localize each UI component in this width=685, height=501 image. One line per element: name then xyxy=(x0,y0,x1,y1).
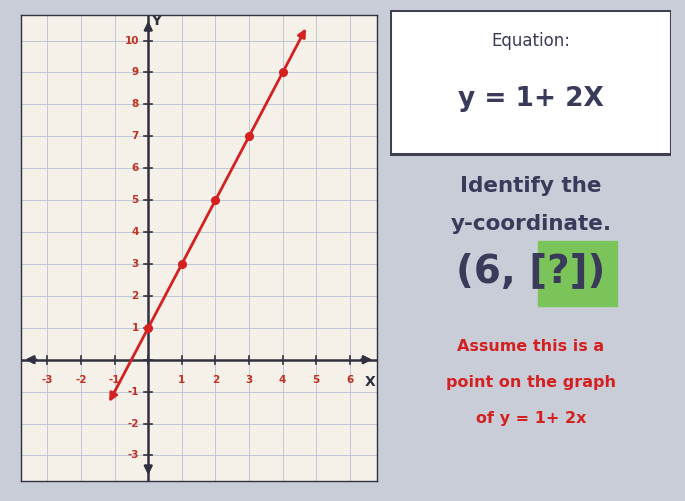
Text: Identify the: Identify the xyxy=(460,175,601,195)
Text: of y = 1+ 2x: of y = 1+ 2x xyxy=(475,411,586,426)
Text: 5: 5 xyxy=(132,195,139,205)
Text: Y: Y xyxy=(151,15,162,29)
Text: Equation:: Equation: xyxy=(491,32,571,50)
Text: 5: 5 xyxy=(312,375,320,385)
Text: 8: 8 xyxy=(132,99,139,109)
Text: Assume this is a: Assume this is a xyxy=(458,339,604,354)
Text: 4: 4 xyxy=(132,227,139,237)
Text: -2: -2 xyxy=(127,418,139,428)
Text: 1: 1 xyxy=(132,323,139,333)
FancyBboxPatch shape xyxy=(390,10,671,154)
Text: -3: -3 xyxy=(127,450,139,460)
Text: X: X xyxy=(364,375,375,389)
Text: 6: 6 xyxy=(132,163,139,173)
Text: point on the graph: point on the graph xyxy=(446,375,616,390)
Text: (6, [?]): (6, [?]) xyxy=(456,253,606,291)
Text: y-coordinate.: y-coordinate. xyxy=(450,214,612,234)
Text: 3: 3 xyxy=(245,375,253,385)
Text: 10: 10 xyxy=(125,36,139,46)
Text: 6: 6 xyxy=(346,375,353,385)
Text: y = 1+ 2X: y = 1+ 2X xyxy=(458,86,603,112)
Text: -1: -1 xyxy=(127,387,139,397)
Text: -3: -3 xyxy=(42,375,53,385)
Text: 9: 9 xyxy=(132,68,139,78)
Text: -1: -1 xyxy=(109,375,121,385)
Text: 2: 2 xyxy=(132,291,139,301)
Text: 2: 2 xyxy=(212,375,219,385)
FancyBboxPatch shape xyxy=(538,241,616,306)
Text: 4: 4 xyxy=(279,375,286,385)
Text: 3: 3 xyxy=(132,259,139,269)
Text: -2: -2 xyxy=(75,375,87,385)
Text: 7: 7 xyxy=(132,131,139,141)
Text: 1: 1 xyxy=(178,375,186,385)
